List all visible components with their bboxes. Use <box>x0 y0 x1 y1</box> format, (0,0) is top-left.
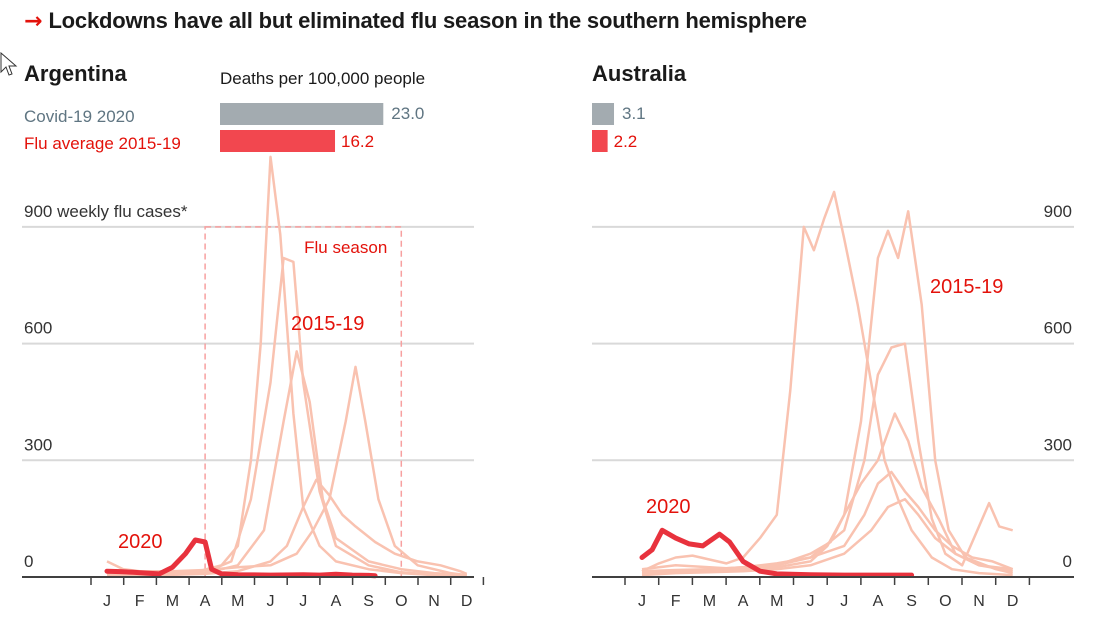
y-unit-label: 900 weekly flu cases* <box>24 202 188 221</box>
month-label-9: O <box>395 593 407 610</box>
month-label-8: S <box>906 593 917 610</box>
line-history-3 <box>641 342 1014 575</box>
y-tick-label-0: 0 <box>24 552 33 571</box>
australia-annotations: 2020 2015-19 <box>646 276 1003 518</box>
line-2020 <box>104 537 378 579</box>
month-label-5: J <box>807 593 815 610</box>
label-2015-19: 2015-19 <box>291 313 364 335</box>
line-history-5 <box>641 470 1014 575</box>
month-label-8: S <box>363 593 374 610</box>
flu-season-box <box>204 226 403 578</box>
y-tick-label-300: 300 <box>1044 435 1072 454</box>
month-label-7: A <box>331 593 342 610</box>
month-label-4: M <box>231 593 244 610</box>
month-label-2: M <box>166 593 179 610</box>
line-2020 <box>639 527 915 578</box>
month-label-6: J <box>299 593 307 610</box>
australia-flu-deaths-value: 2.2 <box>614 132 638 151</box>
y-tick-label-600: 600 <box>1044 319 1072 338</box>
argentina-history-lines <box>106 155 468 577</box>
month-label-4: M <box>770 593 783 610</box>
label-2015-19: 2015-19 <box>930 276 1003 298</box>
month-label-2: M <box>703 593 716 610</box>
month-label-6: J <box>840 593 848 610</box>
month-label-0: J <box>103 593 111 610</box>
label-2020: 2020 <box>646 496 691 518</box>
line-history-6 <box>641 497 1013 577</box>
flu-season-label: Flu season <box>304 238 387 257</box>
argentina-gridlines: 0 300 600 900 weekly flu cases* <box>22 202 474 571</box>
chart-title-row: → Lockdowns have all but eliminated flu … <box>24 6 807 36</box>
mouse-cursor-icon <box>0 52 18 76</box>
australia-covid-deaths-bar <box>592 103 615 125</box>
y-tick-label-900: 900 <box>1044 202 1072 221</box>
month-label-1: F <box>671 593 681 610</box>
y-tick-label-300: 300 <box>24 435 52 454</box>
deaths-header: Deaths per 100,000 people <box>220 69 425 88</box>
legend-covid-label: Covid-19 2020 <box>24 107 135 126</box>
line-history-2 <box>641 210 1013 575</box>
line-history-5 <box>107 478 468 577</box>
australia-gridlines: 0 300 600 900 <box>592 202 1074 571</box>
argentina-flu-season-box: Flu season <box>204 226 403 578</box>
argentina-flu-deaths-bar <box>220 130 336 152</box>
month-label-1: F <box>135 593 145 610</box>
month-label-10: N <box>973 593 985 610</box>
month-label-3: A <box>738 593 749 610</box>
month-label-7: A <box>873 593 884 610</box>
month-label-10: N <box>428 593 440 610</box>
line-history-2 <box>106 256 467 577</box>
label-2020: 2020 <box>118 531 163 553</box>
argentina-covid-deaths-value: 23.0 <box>391 104 424 123</box>
month-label-11: D <box>461 593 473 610</box>
legend-flu-label: Flu average 2015-19 <box>24 134 181 153</box>
australia-panel-title: Australia <box>592 61 687 86</box>
y-tick-label-0: 0 <box>1063 552 1072 571</box>
australia-covid-deaths-value: 3.1 <box>622 104 646 123</box>
australia-flu-deaths-bar <box>592 130 608 152</box>
argentina-annotations: 2020 2015-19 <box>118 313 364 553</box>
argentina-covid-deaths-bar <box>220 103 384 125</box>
y-tick-label-600: 600 <box>24 319 52 338</box>
month-label-9: O <box>939 593 951 610</box>
chart-title: Lockdowns have all but eliminated flu se… <box>48 8 807 33</box>
argentina-panel-title: Argentina <box>24 61 127 86</box>
australia-2020-line-group <box>639 527 915 578</box>
month-label-0: J <box>638 593 646 610</box>
argentina-2020-line-group <box>104 537 378 579</box>
argentina-flu-deaths-value: 16.2 <box>341 132 374 151</box>
month-label-3: A <box>200 593 211 610</box>
line-history-1 <box>641 190 1013 577</box>
month-label-11: D <box>1007 593 1019 610</box>
australia-history-lines <box>641 190 1014 577</box>
month-label-5: J <box>267 593 275 610</box>
title-arrow-icon: → <box>24 8 43 34</box>
